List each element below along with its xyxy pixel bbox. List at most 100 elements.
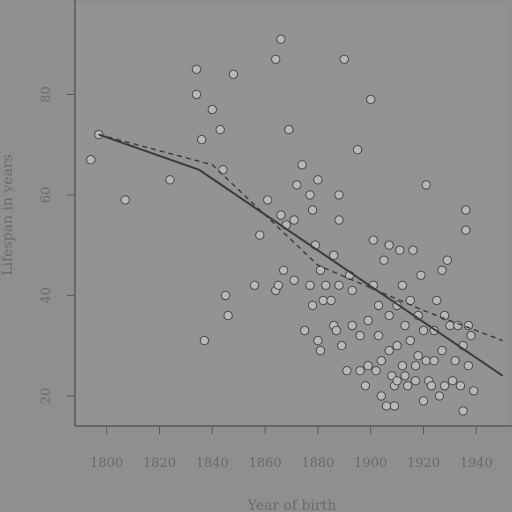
data-point — [432, 295, 442, 306]
plot-area — [75, 4, 508, 426]
data-point — [355, 366, 365, 376]
data-point — [458, 406, 468, 416]
data-point — [199, 335, 210, 346]
data-point — [334, 280, 344, 290]
data-point — [461, 205, 471, 215]
data-point — [437, 265, 447, 275]
data-point — [313, 335, 323, 346]
data-point — [321, 280, 331, 290]
data-point — [371, 366, 381, 376]
data-point — [373, 300, 384, 311]
data-point — [408, 245, 418, 255]
data-point — [418, 396, 429, 406]
data-point — [397, 361, 408, 371]
data-point — [249, 280, 260, 290]
data-point — [410, 361, 421, 371]
data-point — [228, 69, 239, 80]
data-point — [416, 270, 426, 280]
data-point — [86, 155, 96, 165]
y-tick-label: 20 — [39, 388, 54, 405]
data-points — [86, 34, 479, 416]
axes: 1800 1820 1840 1860 1880 1900 1920 1940 20 40 60 80 — [39, 0, 512, 471]
x-tick-label: 1800 — [90, 456, 123, 471]
data-point — [165, 175, 175, 185]
data-point — [366, 94, 376, 105]
data-point — [461, 225, 471, 235]
data-point — [307, 300, 318, 311]
data-point — [418, 325, 429, 336]
data-point — [397, 280, 408, 290]
y-axis-title: Lifespan in years — [0, 154, 16, 276]
data-point — [463, 320, 474, 331]
data-point — [276, 34, 286, 44]
data-point — [355, 330, 365, 341]
data-point — [384, 345, 394, 356]
data-point — [363, 315, 373, 326]
trend-lines — [98, 133, 504, 377]
solid-trend-line — [98, 133, 504, 377]
data-point — [410, 376, 421, 386]
data-point — [334, 190, 344, 200]
data-point — [329, 250, 339, 260]
data-point — [263, 195, 273, 205]
data-point — [466, 330, 476, 341]
data-point — [434, 391, 445, 401]
data-point — [384, 310, 394, 321]
data-point — [455, 381, 466, 391]
data-point — [289, 275, 299, 285]
data-point — [352, 145, 363, 155]
data-point — [331, 325, 342, 336]
data-point — [207, 104, 218, 115]
data-point — [395, 245, 405, 255]
data-point — [326, 295, 336, 306]
data-point — [392, 340, 402, 351]
data-point — [376, 391, 386, 401]
x-tick-label: 1940 — [460, 456, 493, 471]
data-point — [273, 280, 283, 290]
data-point — [360, 381, 371, 391]
data-point — [389, 401, 400, 411]
data-point — [400, 371, 410, 381]
data-point — [450, 356, 460, 366]
data-point — [191, 64, 202, 75]
data-point — [368, 235, 378, 245]
data-point — [255, 230, 265, 240]
data-point — [289, 215, 299, 225]
data-point — [271, 54, 281, 64]
x-tick-label: 1820 — [143, 456, 176, 471]
data-point — [215, 124, 225, 135]
data-point — [405, 335, 415, 346]
data-point — [284, 124, 294, 135]
data-point — [421, 180, 431, 190]
y-tick-label: 80 — [39, 86, 54, 103]
data-point — [218, 165, 228, 175]
y-tick-label: 40 — [39, 287, 54, 304]
plot-background — [75, 4, 508, 426]
x-tick-label: 1900 — [354, 456, 387, 471]
data-point — [318, 295, 328, 306]
data-point — [347, 285, 357, 296]
data-point — [400, 320, 410, 331]
data-point — [339, 54, 349, 64]
data-point — [421, 356, 431, 366]
data-point — [469, 386, 479, 396]
x-axis-title: Year of birth — [247, 498, 337, 512]
data-point — [342, 366, 352, 376]
data-point — [297, 160, 307, 170]
data-point — [442, 255, 452, 265]
data-point — [305, 280, 315, 290]
data-point — [437, 345, 447, 356]
data-point — [463, 361, 474, 371]
data-point — [426, 381, 437, 391]
data-point — [453, 320, 463, 331]
data-point — [429, 356, 439, 366]
data-point — [376, 356, 386, 366]
data-point — [337, 340, 347, 351]
data-point — [384, 240, 394, 250]
x-tick-label: 1860 — [249, 456, 282, 471]
data-point — [439, 381, 450, 391]
dashed-trend-line — [98, 133, 503, 342]
data-point — [197, 134, 207, 145]
data-point — [381, 401, 392, 411]
